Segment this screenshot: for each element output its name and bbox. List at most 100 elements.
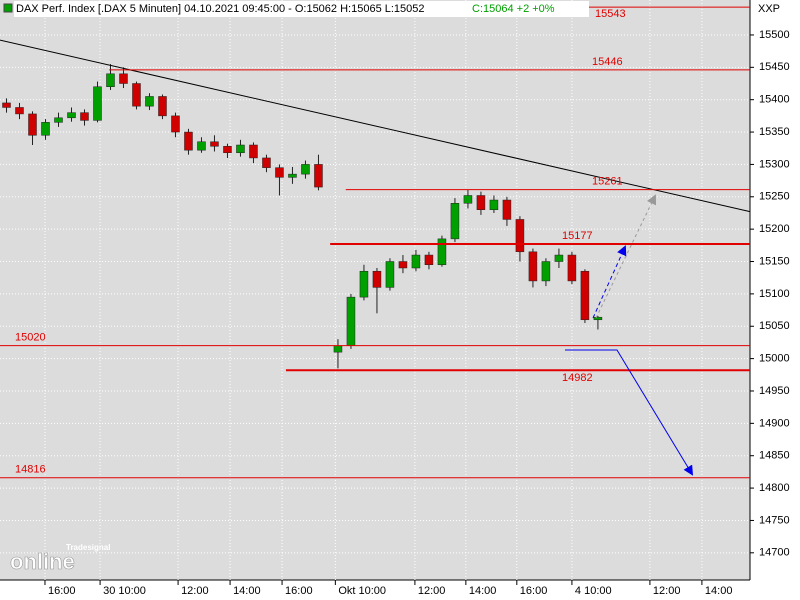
level-label: 14816 bbox=[15, 464, 46, 476]
x-tick-label: 16:00 bbox=[520, 585, 548, 597]
candle-body bbox=[2, 102, 11, 108]
candle-body bbox=[119, 73, 128, 84]
candle-body bbox=[476, 195, 486, 210]
x-tick-label: 12:00 bbox=[181, 585, 209, 597]
x-tick-label: 12:00 bbox=[653, 585, 681, 597]
candle-body bbox=[385, 261, 395, 288]
candle-body bbox=[301, 164, 310, 175]
y-tick-label: 14750 bbox=[759, 514, 790, 526]
watermark-brand: Tradesignal bbox=[66, 543, 110, 552]
candle-body bbox=[288, 173, 297, 178]
candle-body bbox=[593, 316, 603, 321]
candle-body bbox=[437, 238, 447, 266]
candle-body bbox=[541, 261, 551, 282]
y-tick-label: 15500 bbox=[759, 29, 790, 41]
symbol: XXP bbox=[758, 3, 780, 15]
x-tick-label: 4 10:00 bbox=[575, 585, 612, 597]
candle-body bbox=[502, 199, 512, 220]
y-tick-label: 15450 bbox=[759, 61, 790, 73]
candle-body bbox=[249, 144, 258, 159]
grid bbox=[0, 0, 750, 580]
plot-area bbox=[0, 0, 750, 580]
candle-body bbox=[158, 96, 167, 117]
candle-body bbox=[528, 251, 538, 282]
level-label: 15177 bbox=[562, 230, 593, 242]
candle-body bbox=[210, 141, 219, 147]
candle-body bbox=[93, 86, 102, 121]
candle-body bbox=[398, 261, 408, 269]
y-tick-label: 15100 bbox=[759, 288, 790, 300]
y-tick-label: 14850 bbox=[759, 450, 790, 462]
x-tick-label: 14:00 bbox=[469, 585, 497, 597]
candle-body bbox=[411, 254, 421, 269]
candle-body bbox=[80, 112, 89, 121]
level-label: 15543 bbox=[595, 8, 626, 20]
level-label: 14982 bbox=[562, 372, 593, 384]
x-tick-label: 14:00 bbox=[705, 585, 733, 597]
x-tick-label: 16:00 bbox=[48, 585, 76, 597]
watermark-text: online bbox=[10, 549, 75, 574]
y-tick-label: 14700 bbox=[759, 547, 790, 559]
arrow-up-blue bbox=[592, 245, 627, 319]
candle-body bbox=[275, 167, 284, 178]
candle-body bbox=[567, 254, 577, 282]
y-tick-label: 15000 bbox=[759, 353, 790, 365]
candle-body bbox=[132, 83, 141, 107]
candle-body bbox=[54, 117, 63, 123]
legend-change: C:15064 +2 +0% bbox=[472, 3, 555, 15]
level-label: 15020 bbox=[15, 332, 46, 344]
candle-body bbox=[489, 199, 499, 210]
arrow-down-blue bbox=[565, 349, 694, 476]
candle-body bbox=[333, 345, 343, 353]
candle-body bbox=[463, 195, 473, 204]
arrow-up-gray bbox=[595, 194, 657, 319]
candle-body bbox=[346, 296, 356, 346]
candle-body bbox=[184, 131, 193, 151]
y-tick-label: 15200 bbox=[759, 223, 790, 235]
legend-icon bbox=[3, 3, 13, 13]
legend-text: DAX Perf. Index [.DAX 5 Minuten] 04.10.2… bbox=[16, 3, 425, 15]
legend-box bbox=[14, 1, 589, 17]
y-tick-label: 14800 bbox=[759, 482, 790, 494]
candle-body bbox=[223, 146, 232, 154]
candle-body bbox=[145, 96, 154, 107]
candle-body bbox=[67, 112, 76, 119]
trendline bbox=[0, 39, 751, 213]
marks: 15543 15446 15261 15177 15020 14982 14816 bbox=[0, 6, 751, 479]
candle-body bbox=[197, 141, 206, 151]
candle-body bbox=[171, 115, 180, 133]
candle-body bbox=[424, 254, 434, 266]
x-tick-label: 16:00 bbox=[285, 585, 313, 597]
x-tick-label: Okt 10:00 bbox=[338, 585, 386, 597]
x-axis-area bbox=[0, 580, 750, 600]
candle-body bbox=[41, 122, 50, 136]
y-axis-area bbox=[750, 0, 800, 600]
y-tick-label: 14950 bbox=[759, 385, 790, 397]
y-tick-label: 15400 bbox=[759, 94, 790, 106]
candle-body bbox=[314, 164, 323, 188]
candle-body bbox=[236, 144, 245, 154]
candle-body bbox=[28, 113, 37, 136]
y-tick-label: 15150 bbox=[759, 255, 790, 267]
y-tick-label: 15350 bbox=[759, 126, 790, 138]
candle-body bbox=[450, 203, 460, 240]
x-tick-label: 30 10:00 bbox=[103, 585, 146, 597]
arrows bbox=[565, 194, 694, 476]
x-tick-label: 12:00 bbox=[418, 585, 446, 597]
y-tick-label: 15250 bbox=[759, 191, 790, 203]
level-label: 15261 bbox=[592, 176, 623, 188]
level-label: 15446 bbox=[592, 56, 623, 68]
candle-body bbox=[372, 270, 382, 288]
y-tick-label: 15050 bbox=[759, 320, 790, 332]
candle-body bbox=[359, 270, 369, 298]
candle-body bbox=[106, 73, 115, 87]
candle-body bbox=[580, 270, 590, 321]
candle-body bbox=[554, 254, 564, 262]
candle-body bbox=[15, 107, 24, 115]
candle-body bbox=[262, 157, 271, 168]
y-tick-label: 14900 bbox=[759, 417, 790, 429]
x-tick-label: 14:00 bbox=[233, 585, 261, 597]
y-tick-label: 15300 bbox=[759, 158, 790, 170]
candle-body bbox=[515, 219, 525, 253]
